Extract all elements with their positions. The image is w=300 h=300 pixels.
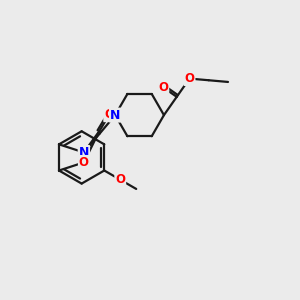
Text: O: O [184, 72, 194, 85]
Text: N: N [79, 146, 89, 159]
Text: O: O [158, 81, 168, 94]
Text: O: O [115, 173, 125, 186]
Text: N: N [110, 109, 120, 122]
Text: O: O [104, 108, 114, 121]
Text: O: O [79, 156, 89, 169]
